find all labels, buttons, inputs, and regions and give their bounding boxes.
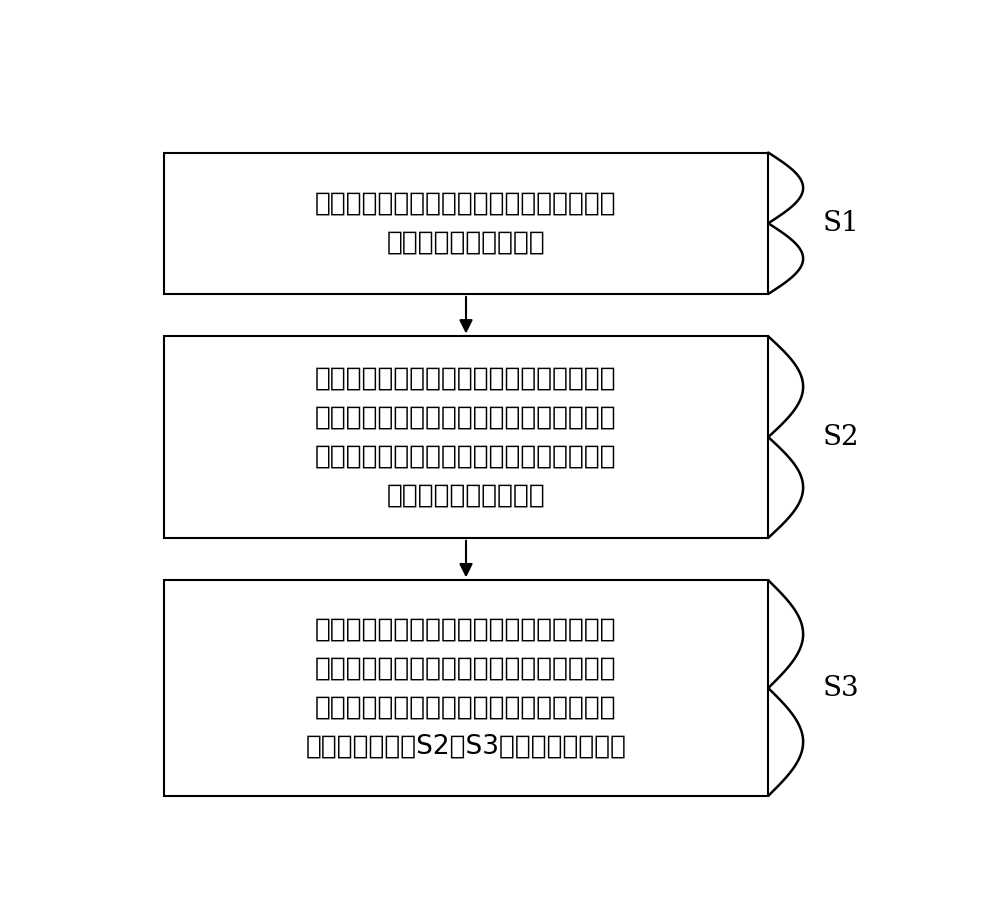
- Bar: [164, 580, 768, 796]
- Text: 读取原始计算网格的空间点坐标和边界条件
，并根据读取的空间点坐标和边界条件对拼
接网格块进行数值模拟，获得当前升降舵面
偏角下的俯仰力矩系数: 读取原始计算网格的空间点坐标和边界条件 ，并根据读取的空间点坐标和边界条件对拼 …: [315, 365, 617, 509]
- Text: 根据当前升降舵面偏角下的俯仰力矩系数判
断升降舵面是否达到配平状态，若升降舵面
未达到配平状态，则调整升降舵面的偏角，
并重复执行步骤S2～S3直至达到配平状态: 根据当前升降舵面偏角下的俯仰力矩系数判 断升降舵面是否达到配平状态，若升降舵面 …: [306, 617, 626, 759]
- Bar: [164, 152, 768, 294]
- Bar: [164, 336, 768, 538]
- Text: S2: S2: [823, 423, 859, 451]
- Text: S1: S1: [823, 209, 859, 237]
- Text: S3: S3: [823, 675, 859, 701]
- Text: 生成三维全机的原始计算网格；所述原始计
算网格包括拼接网格块: 生成三维全机的原始计算网格；所述原始计 算网格包括拼接网格块: [315, 191, 617, 256]
